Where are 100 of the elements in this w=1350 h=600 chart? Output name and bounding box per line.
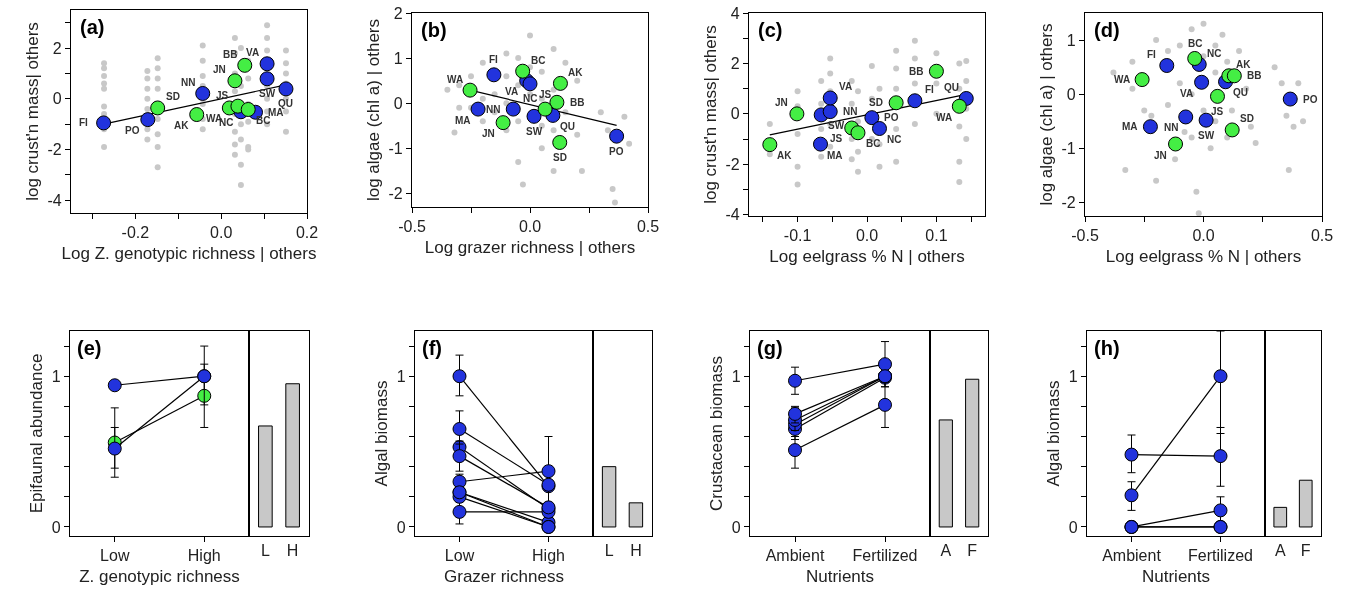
x-tick-label: -0.5 bbox=[398, 218, 426, 236]
annotation: WA bbox=[936, 112, 953, 123]
annotation: VA bbox=[839, 81, 853, 92]
x-axis-title: Log Z. genotypic richness | others bbox=[61, 243, 317, 263]
annotation: QU bbox=[560, 121, 575, 132]
annotation: JN bbox=[775, 97, 788, 108]
annotation: AK bbox=[174, 120, 190, 131]
y-tick-label: 2 bbox=[730, 55, 740, 73]
annotation: VA bbox=[1180, 88, 1194, 99]
x-tick-label: Fertilized bbox=[852, 547, 918, 565]
annotation: WA bbox=[1114, 74, 1131, 85]
x-axis-title: Z. genotypic richness bbox=[79, 566, 240, 586]
annotation: VA bbox=[505, 86, 519, 97]
x-tick-label: L bbox=[260, 542, 270, 560]
x-tick-label: Low bbox=[444, 547, 475, 565]
x-tick-label: Low bbox=[100, 547, 130, 565]
annotation: NN bbox=[181, 77, 196, 88]
x-axis-title: Log eelgrass % N | others bbox=[1105, 246, 1302, 266]
y-tick-label: 1 bbox=[731, 367, 741, 385]
y-tick-label: -2 bbox=[1061, 194, 1076, 212]
x-tick-label: Ambient bbox=[765, 547, 825, 565]
annotation: JS bbox=[1211, 106, 1224, 117]
x-tick-label: H bbox=[630, 542, 642, 560]
annotation: FI bbox=[79, 117, 89, 128]
y-tick-label: 1 bbox=[1066, 31, 1076, 49]
y-tick-label: 0 bbox=[1068, 518, 1078, 536]
annotation: SW bbox=[828, 120, 845, 131]
annotation: QU bbox=[278, 98, 293, 109]
y-axis-title: Crustacean biomass bbox=[707, 356, 727, 511]
y-tick-label: -1 bbox=[388, 139, 403, 157]
annotation: SW bbox=[1198, 130, 1215, 141]
x-axis-title: Nutrients bbox=[1141, 566, 1211, 586]
annotation: SD bbox=[166, 91, 180, 102]
y-axis-title: log algae (chl a) | others bbox=[364, 18, 384, 202]
annotation: PO bbox=[1303, 94, 1318, 105]
annotation: JS bbox=[830, 133, 843, 144]
x-axis-title: Grazer richness bbox=[444, 566, 564, 586]
x-tick-label: 0.2 bbox=[295, 224, 319, 242]
x-tick-label: -0.2 bbox=[121, 224, 150, 242]
x-tick-label: L bbox=[604, 542, 614, 560]
x-axis-title: Log grazer richness | others bbox=[424, 237, 636, 257]
y-tick-label: 0 bbox=[52, 90, 62, 108]
annotation: WA bbox=[447, 74, 464, 85]
x-tick-label: 0.5 bbox=[1310, 227, 1334, 245]
annotation: BC bbox=[256, 115, 271, 126]
y-tick-label: 2 bbox=[52, 39, 62, 57]
annotation: QU bbox=[1233, 87, 1248, 98]
y-tick-label: 0 bbox=[1066, 85, 1076, 103]
annotation: PO bbox=[125, 125, 140, 136]
y-tick-label: 2 bbox=[393, 4, 403, 22]
y-axis-title: log algae (chl a) | others bbox=[1037, 23, 1057, 206]
y-tick-label: 0 bbox=[731, 518, 741, 536]
x-tick-label: -0.5 bbox=[1071, 227, 1099, 245]
y-tick-label: -1 bbox=[1061, 139, 1076, 157]
x-tick-label: A bbox=[1274, 542, 1286, 560]
x-tick-label: A bbox=[940, 542, 952, 560]
annotation: BC bbox=[1188, 38, 1203, 49]
annotation: JN bbox=[482, 128, 495, 139]
x-tick-label: Ambient bbox=[1102, 547, 1162, 565]
y-tick-label: 1 bbox=[396, 367, 406, 385]
annotation: QU bbox=[944, 82, 959, 93]
x-tick-label: 0.0 bbox=[210, 224, 233, 242]
y-tick-label: 0 bbox=[393, 94, 403, 112]
y-tick-label: 0 bbox=[396, 518, 406, 536]
chart-title: (f) bbox=[422, 337, 442, 359]
x-axis-title: Nutrients bbox=[805, 566, 875, 586]
chart-title: (h) bbox=[1094, 337, 1120, 359]
annotation: NC bbox=[887, 134, 902, 145]
annotation: MA bbox=[1122, 121, 1138, 132]
annotation: BB bbox=[570, 97, 585, 108]
annotation: MA bbox=[455, 115, 471, 126]
annotation: PO bbox=[609, 146, 624, 157]
annotation: NC bbox=[523, 93, 538, 104]
annotation: NC bbox=[1207, 48, 1222, 59]
x-tick-label: F bbox=[1300, 542, 1311, 560]
annotation: BC bbox=[531, 55, 546, 66]
x-tick-label: 0.5 bbox=[636, 218, 660, 236]
y-tick-label: -2 bbox=[47, 141, 62, 159]
chart-title: (c) bbox=[758, 19, 783, 41]
annotation: NN bbox=[843, 106, 858, 117]
annotation: AK bbox=[777, 150, 793, 161]
y-tick-label: 4 bbox=[730, 4, 740, 22]
y-tick-label: 1 bbox=[393, 49, 403, 67]
chart-title: (e) bbox=[77, 337, 102, 359]
y-tick-label: 1 bbox=[1068, 367, 1078, 385]
annotation: PO bbox=[884, 112, 899, 123]
annotation: JN bbox=[213, 64, 226, 75]
y-tick-label: -2 bbox=[388, 185, 403, 203]
annotation: FI bbox=[925, 84, 935, 95]
chart-title: (a) bbox=[80, 16, 105, 38]
annotation: JS bbox=[539, 89, 552, 100]
x-tick-label: F bbox=[967, 542, 978, 560]
x-tick-label: 0.0 bbox=[855, 227, 879, 245]
x-tick-label: High bbox=[532, 547, 565, 565]
y-tick-label: 0 bbox=[730, 105, 740, 123]
chart-title: (d) bbox=[1094, 19, 1120, 41]
annotation: AK bbox=[568, 67, 584, 78]
x-tick-label: 0.1 bbox=[925, 227, 948, 245]
annotation: FI bbox=[489, 54, 499, 65]
y-axis-title: Algal biomass bbox=[1044, 380, 1064, 487]
